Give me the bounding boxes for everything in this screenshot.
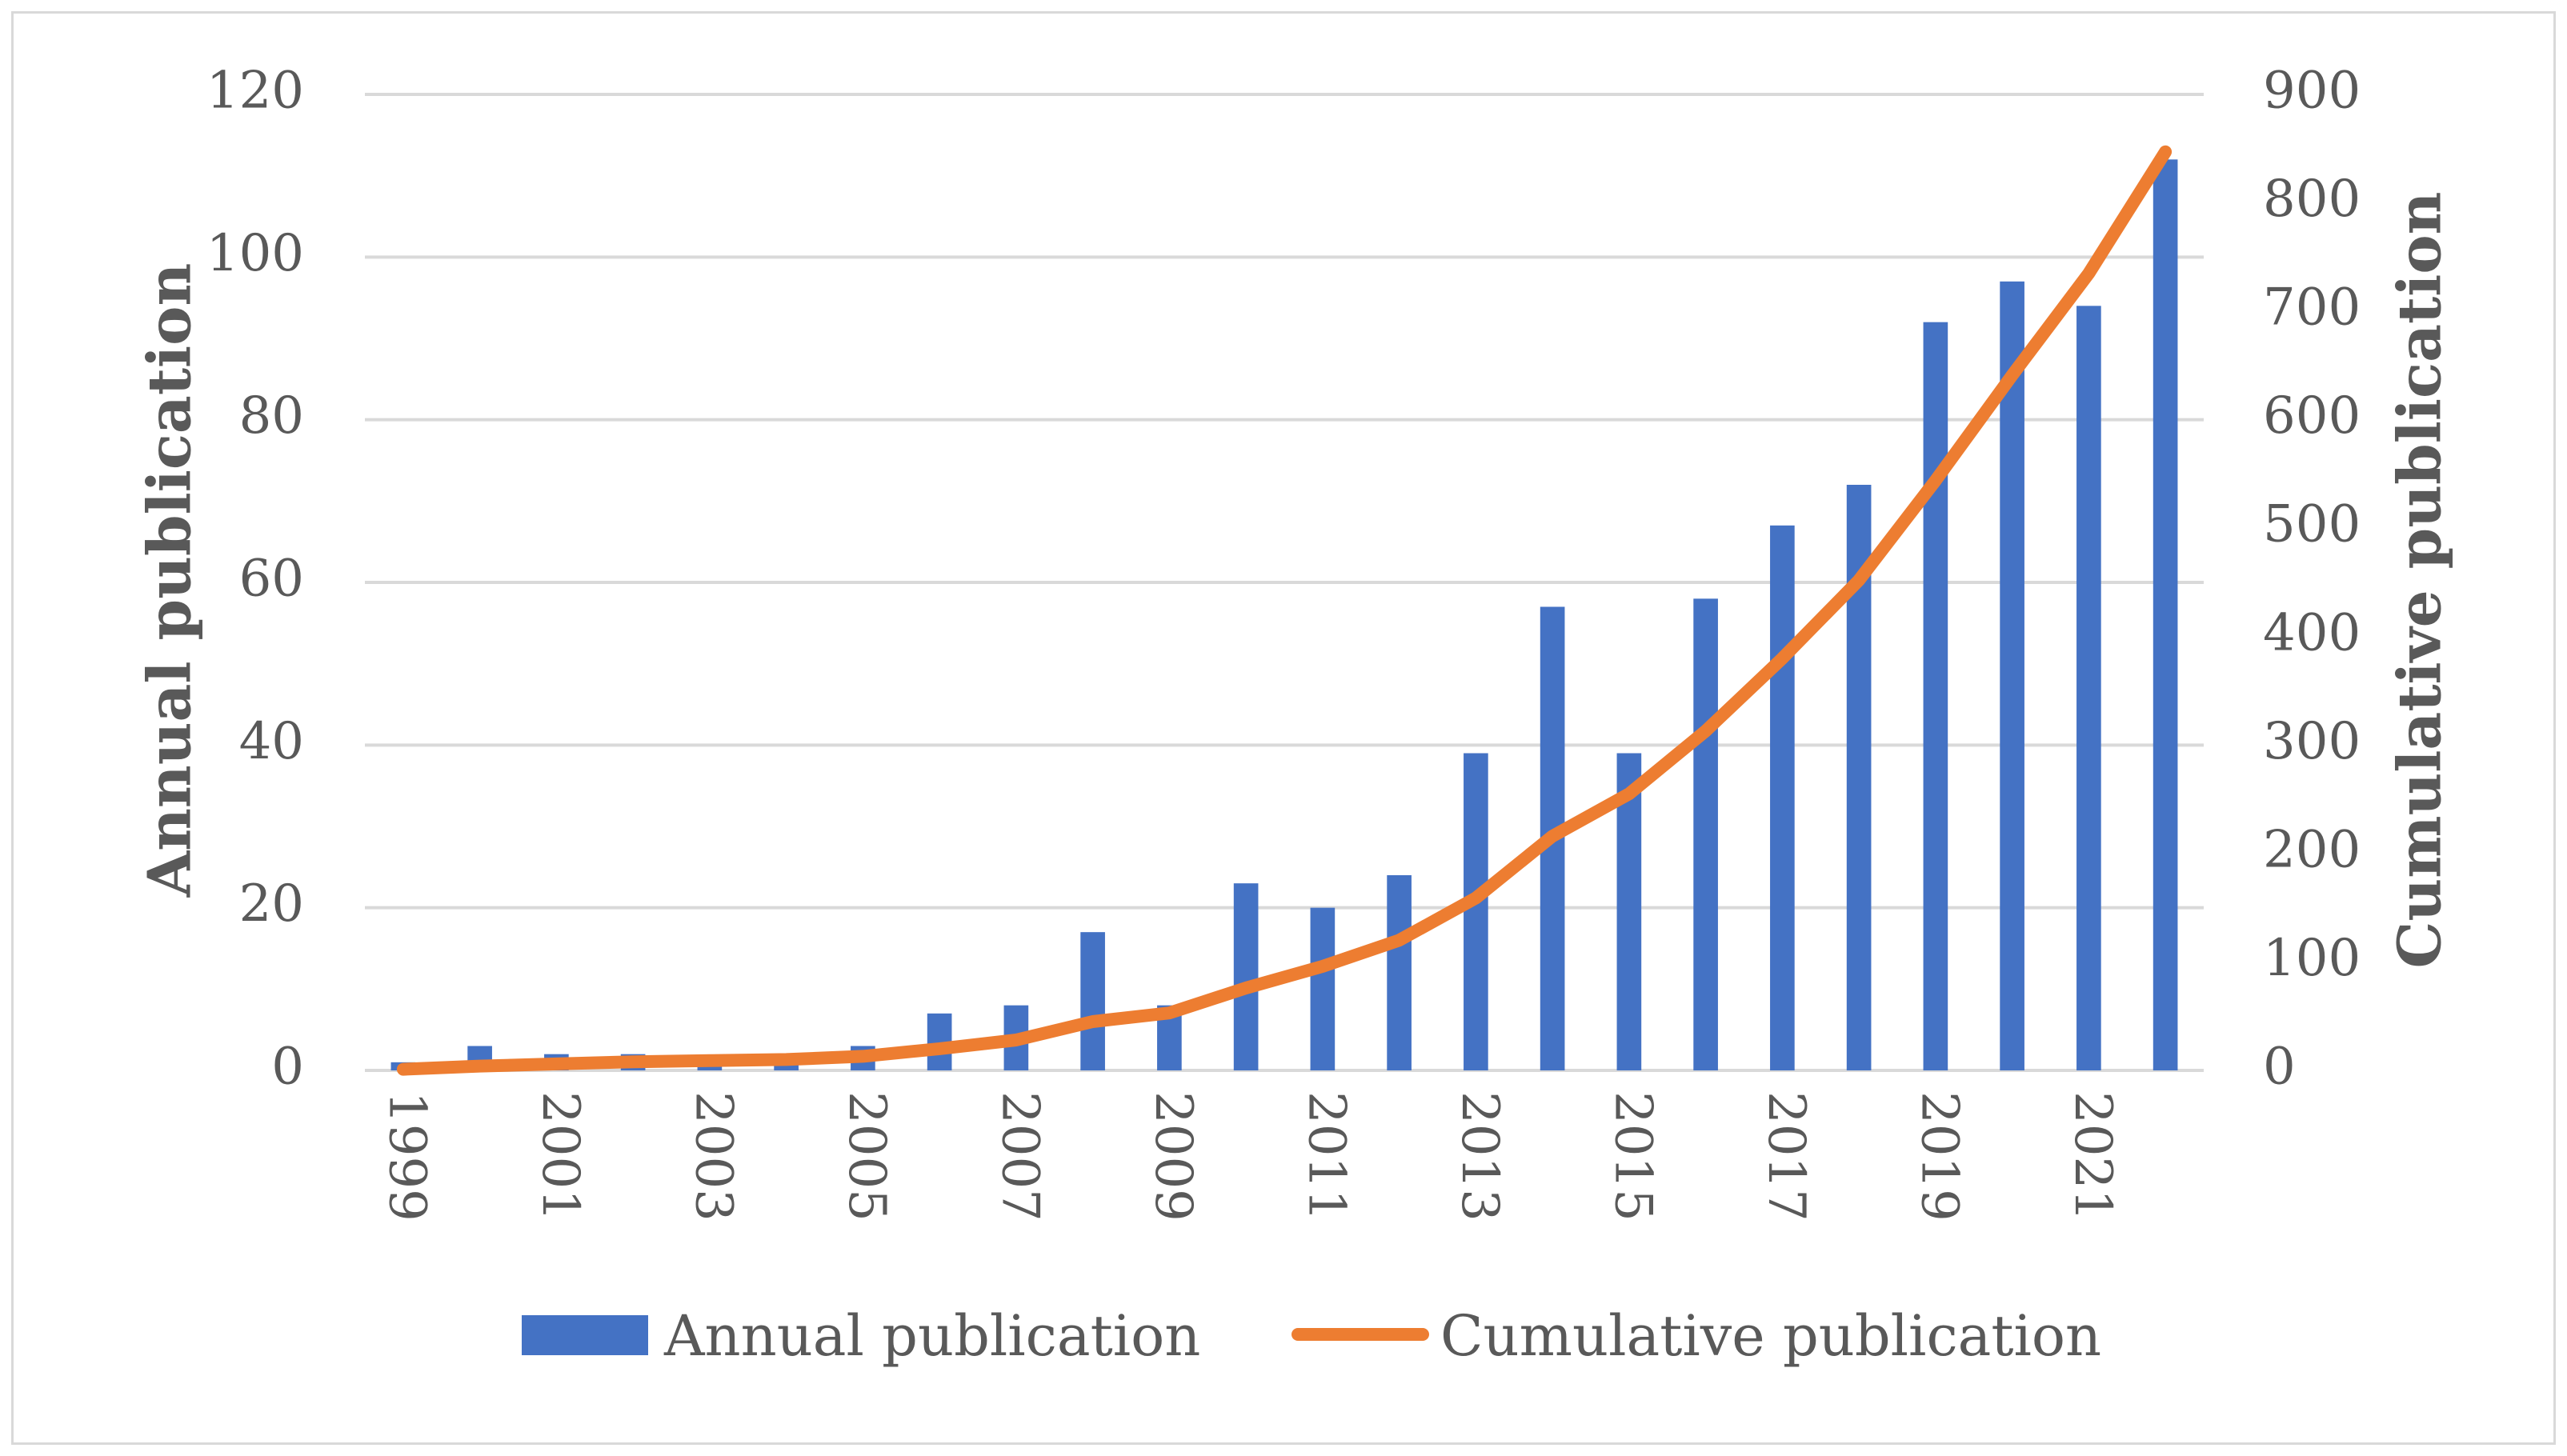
x-tick-label: 2009 — [1143, 1091, 1203, 1222]
bar-2013 — [1464, 753, 1488, 1070]
left-axis-ticks: 0 20 40 60 80 100 120 — [206, 62, 304, 1097]
left-tick-label: 120 — [206, 62, 304, 121]
right-tick-label: 400 — [2263, 603, 2361, 662]
left-tick-label: 40 — [239, 712, 304, 771]
legend-bar-label: Annual publication — [663, 1303, 1200, 1369]
bar-2019 — [1923, 322, 1948, 1071]
bar-2008 — [1080, 932, 1105, 1070]
legend-line-label: Cumulative publication — [1440, 1303, 2101, 1369]
bar-series-annual — [390, 159, 2178, 1071]
left-tick-label: 20 — [239, 874, 304, 934]
right-tick-label: 500 — [2263, 495, 2361, 554]
right-tick-label: 200 — [2263, 820, 2361, 879]
bar-2015 — [1616, 753, 1642, 1070]
x-tick-label: 2017 — [1756, 1091, 1816, 1222]
x-tick-label: 2019 — [1909, 1091, 1968, 1222]
gridlines — [365, 93, 2204, 1072]
right-tick-label: 600 — [2263, 386, 2361, 446]
bar-2011 — [1310, 907, 1336, 1070]
line-series-cumulative — [396, 145, 2173, 1076]
bar-2021 — [2076, 306, 2101, 1070]
chart-frame — [11, 11, 2556, 1445]
left-tick-label: 60 — [239, 550, 304, 609]
right-tick-label: 800 — [2263, 170, 2361, 229]
right-tick-label: 900 — [2263, 62, 2361, 121]
bar-2017 — [1770, 525, 1795, 1070]
x-tick-label: 2003 — [683, 1091, 743, 1222]
bar-2022 — [2153, 159, 2178, 1070]
x-axis-ticks: 1999 2001 2003 2005 2007 2009 2011 2013 2015 2017… — [377, 1091, 2122, 1222]
left-tick-label: 100 — [206, 224, 304, 283]
x-tick-label: 2013 — [1450, 1091, 1509, 1222]
left-tick-label: 0 — [271, 1038, 304, 1097]
x-tick-label: 2015 — [1603, 1091, 1662, 1222]
x-tick-label: 2011 — [1296, 1091, 1356, 1222]
left-tick-label: 80 — [239, 386, 304, 446]
legend: Annual publication Cumulative publicatio… — [522, 1303, 2101, 1369]
x-tick-label: 2001 — [531, 1091, 590, 1222]
left-axis-title: Annual publication — [136, 263, 205, 898]
right-tick-label: 100 — [2263, 929, 2361, 988]
right-tick-label: 300 — [2263, 712, 2361, 771]
bar-2010 — [1233, 883, 1259, 1070]
legend-bar-swatch — [522, 1315, 648, 1355]
x-tick-label: 1999 — [377, 1091, 436, 1222]
right-axis-title: Cumulative publication — [2386, 192, 2455, 969]
x-tick-label: 2007 — [990, 1091, 1049, 1222]
bar-2016 — [1693, 598, 1718, 1070]
x-tick-label: 2021 — [2063, 1091, 2122, 1222]
bar-2004 — [774, 1062, 799, 1070]
right-axis-ticks: 0 100 200 300 400 500 600 700 800 900 — [2263, 62, 2361, 1097]
bar-2020 — [2000, 281, 2024, 1070]
cumulative-line — [396, 145, 2173, 1076]
x-tick-label: 2005 — [837, 1091, 896, 1222]
right-tick-label: 0 — [2263, 1038, 2296, 1097]
right-tick-label: 700 — [2263, 278, 2361, 338]
bar-2012 — [1387, 875, 1412, 1070]
